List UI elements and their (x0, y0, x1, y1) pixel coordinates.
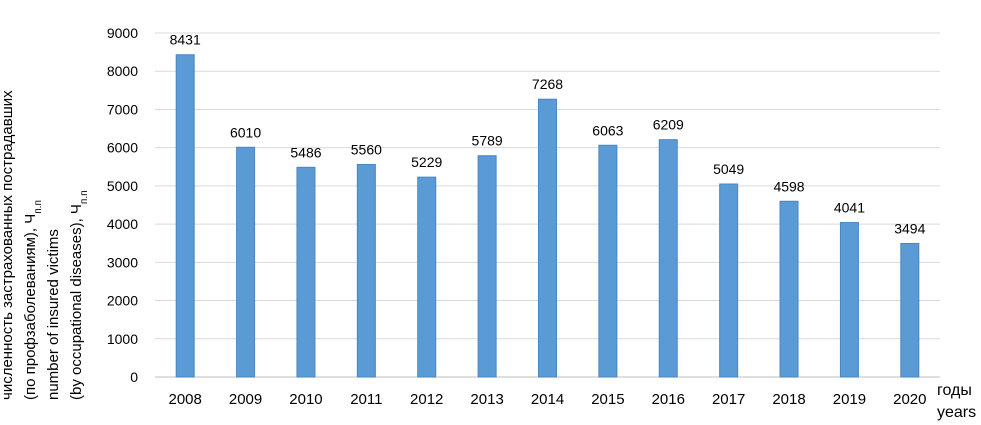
data-label: 4041 (834, 200, 865, 216)
y-tick-label: 6000 (107, 140, 138, 156)
x-tick-label: 2008 (169, 391, 202, 408)
x-tick-label: 2015 (591, 391, 624, 408)
bar (900, 242, 920, 378)
y-axis-title-line: number of insured victims (45, 229, 62, 400)
bar (175, 54, 195, 378)
data-label: 4598 (773, 178, 804, 194)
x-tick-label: 2014 (531, 391, 564, 408)
data-label: 6209 (653, 117, 684, 133)
data-label: 5486 (290, 144, 321, 160)
bar (296, 166, 316, 378)
y-tick-label: 7000 (107, 101, 138, 117)
y-axis-title-subscript: п.п (33, 200, 44, 214)
x-tick-label: 2020 (893, 391, 926, 408)
value-labels: 8431 6010 5486 5560 5229 5789 7268 6063 6209 5049… (170, 32, 926, 237)
x-axis-unit: годы years (937, 380, 976, 424)
y-axis-title: численность застрахованных пострадавших (… (0, 90, 90, 400)
x-axis-unit-en: years (937, 404, 977, 421)
bar (236, 146, 256, 378)
bar (839, 222, 859, 378)
y-tick-label: 2000 (107, 293, 138, 309)
x-tick-label: 2011 (350, 391, 382, 408)
x-axis-unit-ru: годы (937, 382, 972, 399)
y-tick-label: 1000 (107, 331, 138, 347)
x-tick-labels: 2008 2009 2010 2011 2012 2013 2014 2015 2016 2017… (169, 391, 927, 408)
x-tick-label: 2010 (289, 391, 322, 408)
y-tick-labels: 0 1000 2000 3000 4000 5000 6000 7000 8000 9000 (107, 25, 138, 385)
x-tick-label: 2012 (410, 391, 443, 408)
data-label: 7268 (532, 76, 563, 92)
x-tick-label: 2013 (470, 391, 503, 408)
y-tick-label: 8000 (107, 63, 138, 79)
data-label: 8431 (170, 32, 201, 48)
bar (477, 155, 497, 378)
y-tick-label: 0 (130, 369, 138, 385)
y-axis-title-line: численность застрахованных пострадавших (0, 90, 16, 400)
data-label: 6063 (592, 122, 623, 138)
x-tick-label: 2018 (772, 391, 805, 408)
data-label: 5789 (472, 133, 503, 149)
bar (538, 98, 557, 378)
y-tick-label: 5000 (107, 178, 138, 194)
x-tick-label: 2019 (833, 391, 866, 408)
bar (658, 139, 678, 378)
y-axis-title-subscript: п.п (79, 190, 90, 204)
data-label: 5560 (351, 141, 382, 157)
y-tick-label: 9000 (107, 25, 138, 41)
data-label: 6010 (230, 124, 261, 140)
bar (356, 163, 376, 378)
x-tick-label: 2009 (229, 391, 262, 408)
bar (719, 183, 739, 378)
y-tick-label: 3000 (107, 254, 138, 270)
x-tick-label: 2016 (652, 391, 685, 408)
y-tick-label: 4000 (107, 216, 138, 232)
bar (779, 200, 799, 378)
bars (175, 54, 920, 378)
y-axis-title-line: (by occupational diseases), Чп.п (68, 190, 90, 400)
x-tick-label: 2017 (712, 391, 745, 408)
y-axis-title-line: (по профзаболеваниям), Чп.п (22, 200, 44, 400)
data-label: 5229 (411, 154, 442, 170)
bar (598, 144, 618, 378)
data-label: 5049 (713, 161, 744, 177)
data-label: 3494 (894, 220, 925, 236)
bar (417, 176, 437, 378)
